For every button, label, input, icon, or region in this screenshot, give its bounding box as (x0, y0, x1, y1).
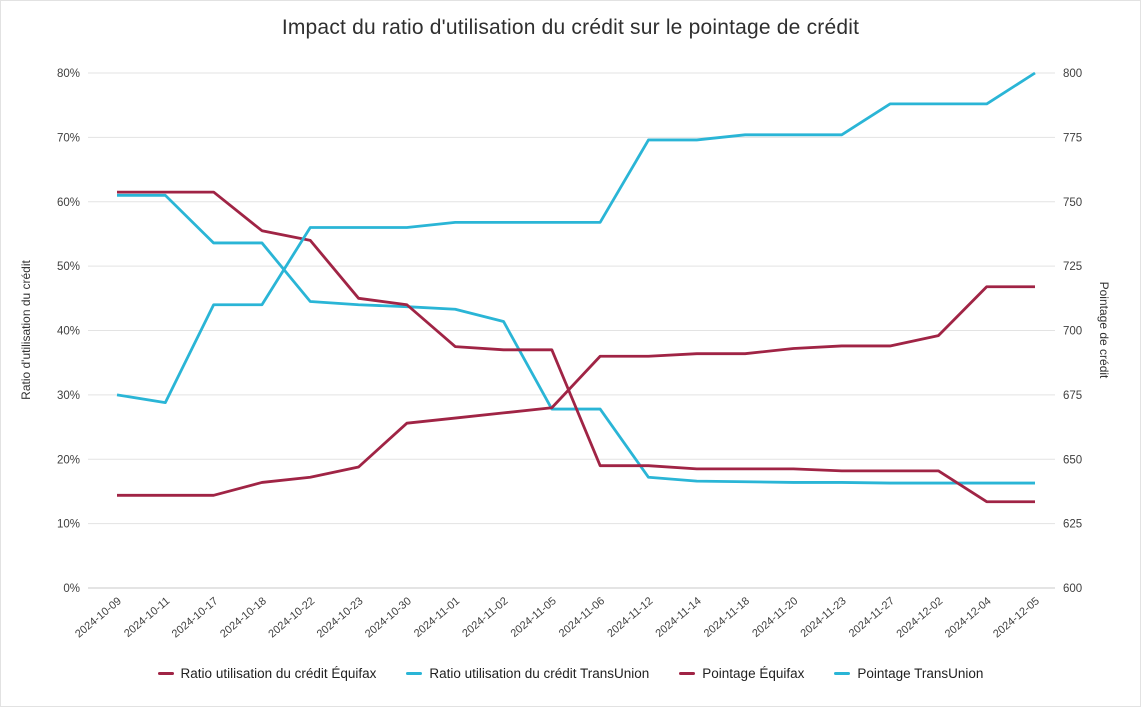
left-axis-tick-label: 70% (57, 132, 80, 144)
x-axis-tick-label: 2024-10-18 (218, 595, 269, 640)
legend-swatch-icon (679, 672, 696, 675)
left-axis-tick-label: 80% (57, 68, 80, 80)
left-axis-tick-label: 30% (57, 390, 80, 402)
legend-item-ratio-utilisation-du-credit-transunion[interactable]: Ratio utilisation du crédit TransUnion (406, 666, 649, 681)
left-axis-tick-label: 60% (57, 197, 80, 209)
legend-swatch-icon (157, 672, 174, 675)
x-axis-tick-label: 2024-11-01 (412, 595, 462, 640)
legend-swatch-icon (406, 672, 423, 675)
right-axis-tick-label: 775 (1063, 132, 1082, 144)
x-axis-tick-label: 2024-11-27 (847, 595, 897, 640)
right-axis-tick-label: 600 (1063, 583, 1082, 595)
x-axis-tick-label: 2024-11-20 (750, 595, 800, 640)
series-line-pointage-transunion (116, 71, 1036, 405)
legend-item-pointage-equifax[interactable]: Pointage Équifax (679, 666, 804, 681)
right-axis-tick-label: 700 (1063, 326, 1082, 338)
x-axis-tick-label: 2024-12-02 (894, 595, 945, 640)
x-axis-tick-label: 2024-11-12 (605, 595, 655, 640)
right-axis-tick-label: 625 (1063, 519, 1082, 531)
x-axis-tick-label: 2024-11-05 (509, 595, 559, 640)
left-axis-tick-label: 10% (57, 519, 80, 531)
left-axis-tick-label: 0% (63, 583, 80, 595)
chart-title: Impact du ratio d'utilisation du crédit … (281, 16, 860, 39)
x-axis-tick-label: 2024-11-14 (654, 595, 704, 640)
x-axis-tick-label: 2024-12-05 (991, 595, 1042, 640)
legend-swatch-icon (834, 672, 851, 675)
series-line-ratio-utilisation-du-credit-equifax (117, 190, 1035, 504)
x-axis-tick-label: 2024-10-11 (122, 595, 172, 640)
right-axis-tick-label: 800 (1063, 68, 1082, 80)
legend-label: Pointage Équifax (702, 666, 805, 681)
x-axis-tick-label: 2024-10-30 (363, 595, 414, 640)
x-axis-tick-label: 2024-11-06 (557, 595, 607, 640)
chart-legend: Ratio utilisation du crédit Équifax Ratio… (0, 666, 1141, 681)
legend-label: Ratio utilisation du crédit TransUnion (429, 666, 650, 681)
legend-item-pointage-transunion[interactable]: Pointage TransUnion (834, 666, 983, 681)
x-axis-tick-label: 2024-10-17 (170, 595, 221, 640)
legend-label: Ratio utilisation du crédit Équifax (180, 666, 377, 681)
x-axis-tick-label: 2024-10-09 (73, 595, 124, 640)
x-axis-tick-label: 2024-11-18 (702, 595, 752, 640)
right-axis-tick-label: 750 (1063, 197, 1082, 209)
left-axis-tick-label: 40% (57, 326, 80, 338)
legend-label: Pointage TransUnion (857, 666, 984, 681)
x-axis-tick-label: 2024-11-02 (460, 595, 510, 640)
left-axis-tick-label: 20% (57, 454, 80, 466)
right-axis-tick-label: 725 (1063, 261, 1082, 273)
series-line-ratio-utilisation-du-credit-transunion (117, 193, 1035, 485)
left-axis-tick-label: 50% (57, 261, 80, 273)
x-axis-tick-label: 2024-10-23 (315, 595, 366, 640)
x-axis-tick-label: 2024-12-04 (943, 595, 994, 640)
right-axis-tick-label: 650 (1063, 454, 1082, 466)
series-line-pointage-equifax (117, 285, 1035, 497)
right-axis-tick-label: 675 (1063, 390, 1082, 402)
legend-item-ratio-utilisation-du-credit-equifax[interactable]: Ratio utilisation du crédit Équifax (157, 666, 377, 681)
right-axis-title: Pointage de crédit (1097, 281, 1111, 379)
x-axis-tick-label: 2024-11-23 (798, 595, 848, 640)
x-axis-tick-label: 2024-10-22 (266, 595, 317, 640)
left-axis-title: Ratio d'utilisation du crédit (19, 260, 33, 400)
